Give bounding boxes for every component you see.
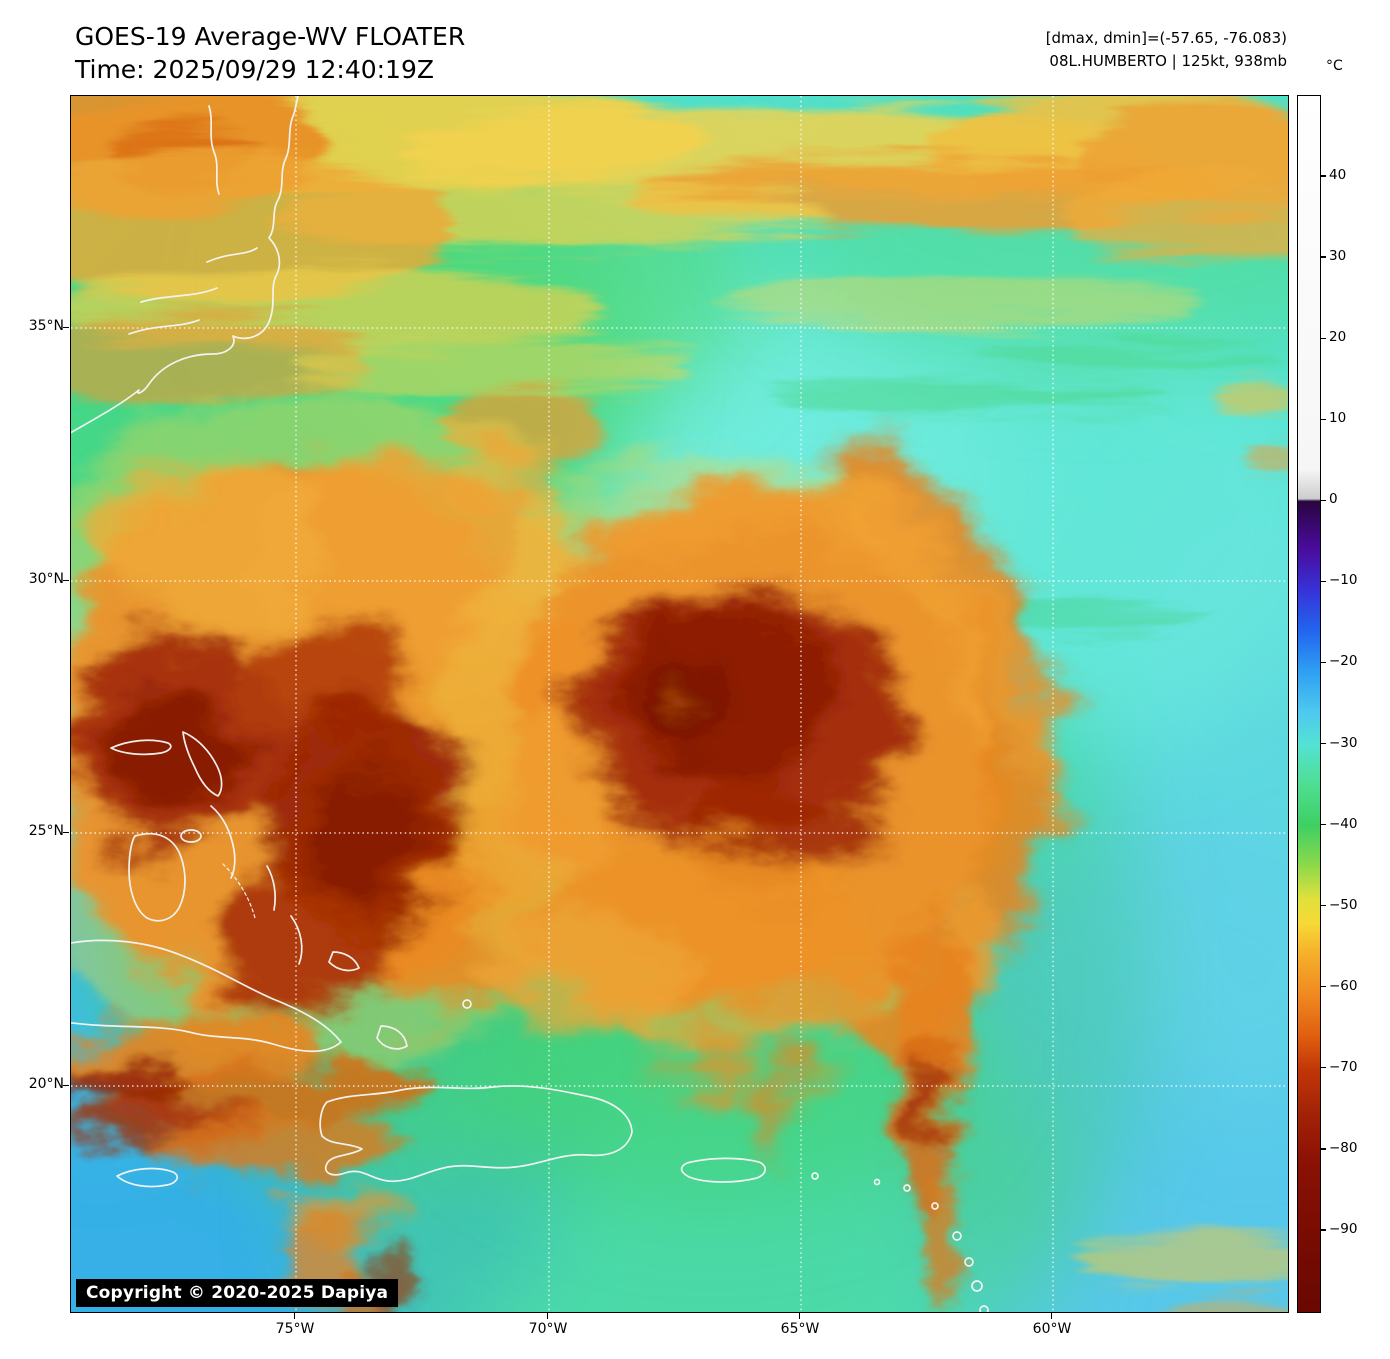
colorbar-tick-label: 20 [1329, 329, 1347, 346]
title-block: GOES-19 Average-WV FLOATER Time: 2025/09… [75, 20, 465, 86]
colorbar-tick-label: −50 [1329, 896, 1358, 913]
satellite-map-frame: Copyright © 2020-2025 Dapiya [70, 95, 1289, 1313]
figure-timestamp: Time: 2025/09/29 12:40:19Z [75, 55, 434, 84]
coastline-cuba-south [71, 1021, 342, 1053]
colorbar-tick-mark [1321, 175, 1326, 177]
colorbar-tick-mark [1321, 499, 1326, 502]
coastline-eleuthera [210, 805, 236, 879]
colorbar-tick-mark [1321, 1148, 1326, 1150]
lon-label-70w: 70°W [528, 1321, 568, 1337]
colorbar-tick-mark [1321, 742, 1326, 745]
dmax-dmin-annotation: [dmax, dmin]=(-57.65, -76.083) [1045, 29, 1287, 47]
coastline-long-island [290, 915, 303, 965]
coastline-sounds [128, 105, 258, 335]
coastline-andros [128, 832, 186, 922]
colorbar-tick-mark [1321, 904, 1326, 907]
colorbar-tick-mark [1321, 580, 1326, 583]
annotation-block: [dmax, dmin]=(-57.65, -76.083) 08L.HUMBE… [1046, 27, 1287, 73]
colorbar-unit-label: °C [1326, 58, 1343, 74]
coastline-jamaica [116, 1167, 179, 1188]
colorbar-tick-mark [1321, 823, 1326, 826]
colorbar-tick-label: −70 [1329, 1058, 1358, 1075]
lat-label-30n: 30°N [28, 571, 64, 587]
colorbar-tick-label: −30 [1329, 734, 1358, 751]
x-axis-tick [799, 1313, 800, 1319]
colorbar-tick-label: −80 [1329, 1139, 1358, 1156]
coastline-crooked-island [328, 951, 360, 972]
colorbar-tick-label: −20 [1329, 653, 1358, 670]
coastline-cuba-north [71, 939, 342, 1043]
colorbar-tick-mark [1321, 986, 1326, 988]
coastlines [71, 96, 989, 1312]
colorbar-tick-mark [1321, 1067, 1326, 1069]
figure-title: GOES-19 Average-WV FLOATER [75, 22, 466, 51]
colorbar-tick-mark [1321, 1229, 1326, 1231]
colorbar-tick-label: 40 [1329, 167, 1347, 184]
coastline-puerto-rico [680, 1157, 766, 1183]
lon-label-65w: 65°W [780, 1321, 820, 1337]
colorbar-tick-mark [1321, 418, 1326, 420]
western-storm-complex-clouds [71, 386, 641, 1076]
colorbar-gradient [1298, 96, 1320, 1312]
upper-level-moisture-band [71, 96, 1288, 630]
coastline-grand-bahama [110, 739, 172, 756]
coastline-abaco [182, 731, 223, 797]
colorbar-tick-label: 0 [1329, 491, 1338, 508]
colorbar-tick-label: −40 [1329, 815, 1358, 832]
colorbar-tick-label: −90 [1329, 1220, 1358, 1237]
y-axis-tick [63, 832, 69, 833]
coastline-lesser-antilles [811, 1172, 989, 1312]
eastern-convective-streaks [896, 888, 999, 1298]
lat-label-25n: 25°N [28, 823, 64, 839]
y-axis-tick [63, 327, 69, 328]
colorbar-tick-mark [1321, 337, 1326, 339]
colorbar-tick-label: 10 [1329, 410, 1347, 427]
coastline-great-inagua [376, 1025, 408, 1050]
colorbar [1297, 95, 1321, 1313]
copyright-label: Copyright © 2020-2025 Dapiya [76, 1279, 399, 1307]
y-axis-tick [63, 1085, 69, 1086]
coastline-new-providence [180, 829, 202, 843]
lon-label-75w: 75°W [275, 1321, 315, 1337]
y-axis-tick [63, 580, 69, 581]
southeast-moisture-wisps [1073, 382, 1288, 1312]
coastline-turks [462, 999, 472, 1009]
colorbar-tick-label: 30 [1329, 248, 1347, 265]
colorbar-tick-label: −10 [1329, 572, 1358, 589]
coastline-hispaniola [319, 1085, 633, 1183]
lat-label-35n: 35°N [28, 318, 64, 334]
coastline-cat-island [266, 865, 277, 911]
hurricane-eye [677, 692, 693, 708]
satellite-image [71, 96, 1288, 1312]
storm-info-annotation: 08L.HUMBERTO | 125kt, 938mb [1049, 52, 1287, 70]
x-axis-tick [294, 1313, 295, 1319]
colorbar-tick-label: −60 [1329, 977, 1358, 994]
colorbar-tick-mark [1321, 256, 1326, 258]
lon-label-60w: 60°W [1032, 1321, 1072, 1337]
graticule [71, 96, 1288, 1312]
coastline-us-east [71, 96, 299, 434]
x-axis-tick [1051, 1313, 1052, 1319]
colorbar-tick-mark [1321, 661, 1326, 664]
hurricane-humberto-clouds [436, 437, 1058, 1144]
lat-label-20n: 20°N [28, 1076, 64, 1092]
x-axis-tick [547, 1313, 548, 1319]
coastline-exuma [222, 863, 256, 919]
